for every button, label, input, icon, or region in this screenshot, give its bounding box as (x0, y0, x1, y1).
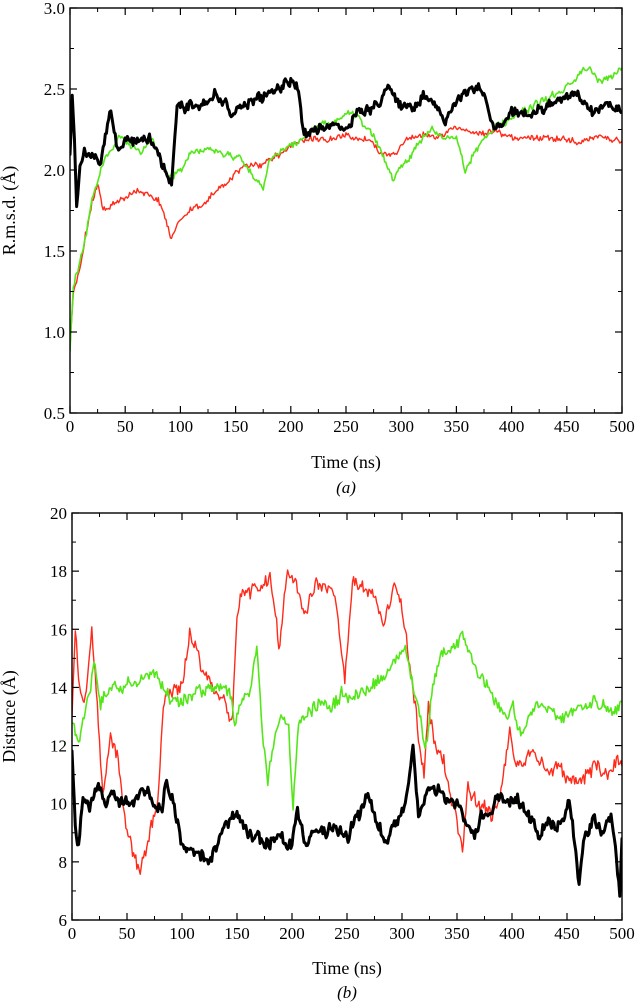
x-tick-label: 450 (554, 924, 580, 943)
panel-label: (b) (337, 983, 357, 1002)
x-tick-label: 150 (223, 417, 249, 436)
x-tick-label: 300 (389, 924, 415, 943)
series-line-3 (72, 743, 622, 898)
x-tick-label: 50 (117, 417, 134, 436)
series-line-3 (70, 76, 622, 209)
x-tick-label: 200 (279, 924, 305, 943)
x-tick-label: 50 (119, 924, 136, 943)
y-tick-label: 1.0 (44, 323, 65, 342)
series-group (72, 569, 622, 898)
x-tick-label: 100 (169, 924, 195, 943)
y-axis-label: R.m.s.d. (Å) (0, 166, 20, 256)
x-tick-label: 450 (554, 417, 580, 436)
panel-a-rmsd-chart: 0 50 100 150 200 250 300 350 400 450 500 0.5 1.0 1.5 2… (0, 0, 635, 497)
y-tick-label: 10 (50, 795, 67, 814)
y-tick-label: 2.5 (44, 80, 65, 99)
x-tick-label: 100 (168, 417, 194, 436)
x-axis-label: Time (ns) (311, 452, 381, 473)
y-tick-label: 8 (59, 853, 68, 872)
x-tick-label: 250 (333, 417, 359, 436)
panel-label: (a) (336, 478, 356, 497)
y-tick-label: 3.0 (44, 0, 65, 18)
panel-b-distance-chart: 0 50 100 150 200 250 300 350 400 450 500 6 8 10 12 14 16… (0, 504, 635, 1002)
x-tick-label: 350 (444, 924, 470, 943)
plot-frame (71, 512, 623, 921)
y-tick-label: 20 (50, 504, 67, 523)
y-tick-label: 6 (59, 911, 68, 930)
x-tick-label: 0 (68, 924, 77, 943)
series-line-1 (72, 569, 622, 875)
x-axis-label: Time (ns) (312, 958, 382, 979)
y-tick-label: 0.5 (44, 404, 65, 423)
x-tick-label: 200 (278, 417, 304, 436)
y-tick-label: 1.5 (44, 242, 65, 261)
x-tick-label: 400 (499, 417, 525, 436)
y-tick-label: 14 (50, 678, 68, 697)
y-tick-label: 12 (50, 737, 67, 756)
x-tick-label: 500 (609, 417, 635, 436)
x-tick-label: 300 (388, 417, 414, 436)
x-tick-label: 150 (224, 924, 250, 943)
series-group (70, 66, 622, 352)
y-axis-label: Distance (Å) (0, 670, 20, 762)
series-line-1 (70, 125, 622, 348)
y-tick-label: 2.0 (44, 161, 65, 180)
x-tick-label: 0 (66, 417, 75, 436)
x-tick-label: 350 (444, 417, 470, 436)
series-line-2 (72, 630, 622, 811)
x-tick-label: 250 (334, 924, 360, 943)
plot-frame (69, 7, 623, 414)
y-tick-label: 18 (50, 562, 67, 581)
x-tick-label: 500 (609, 924, 635, 943)
y-tick-label: 16 (50, 620, 67, 639)
x-tick-label: 400 (499, 924, 525, 943)
